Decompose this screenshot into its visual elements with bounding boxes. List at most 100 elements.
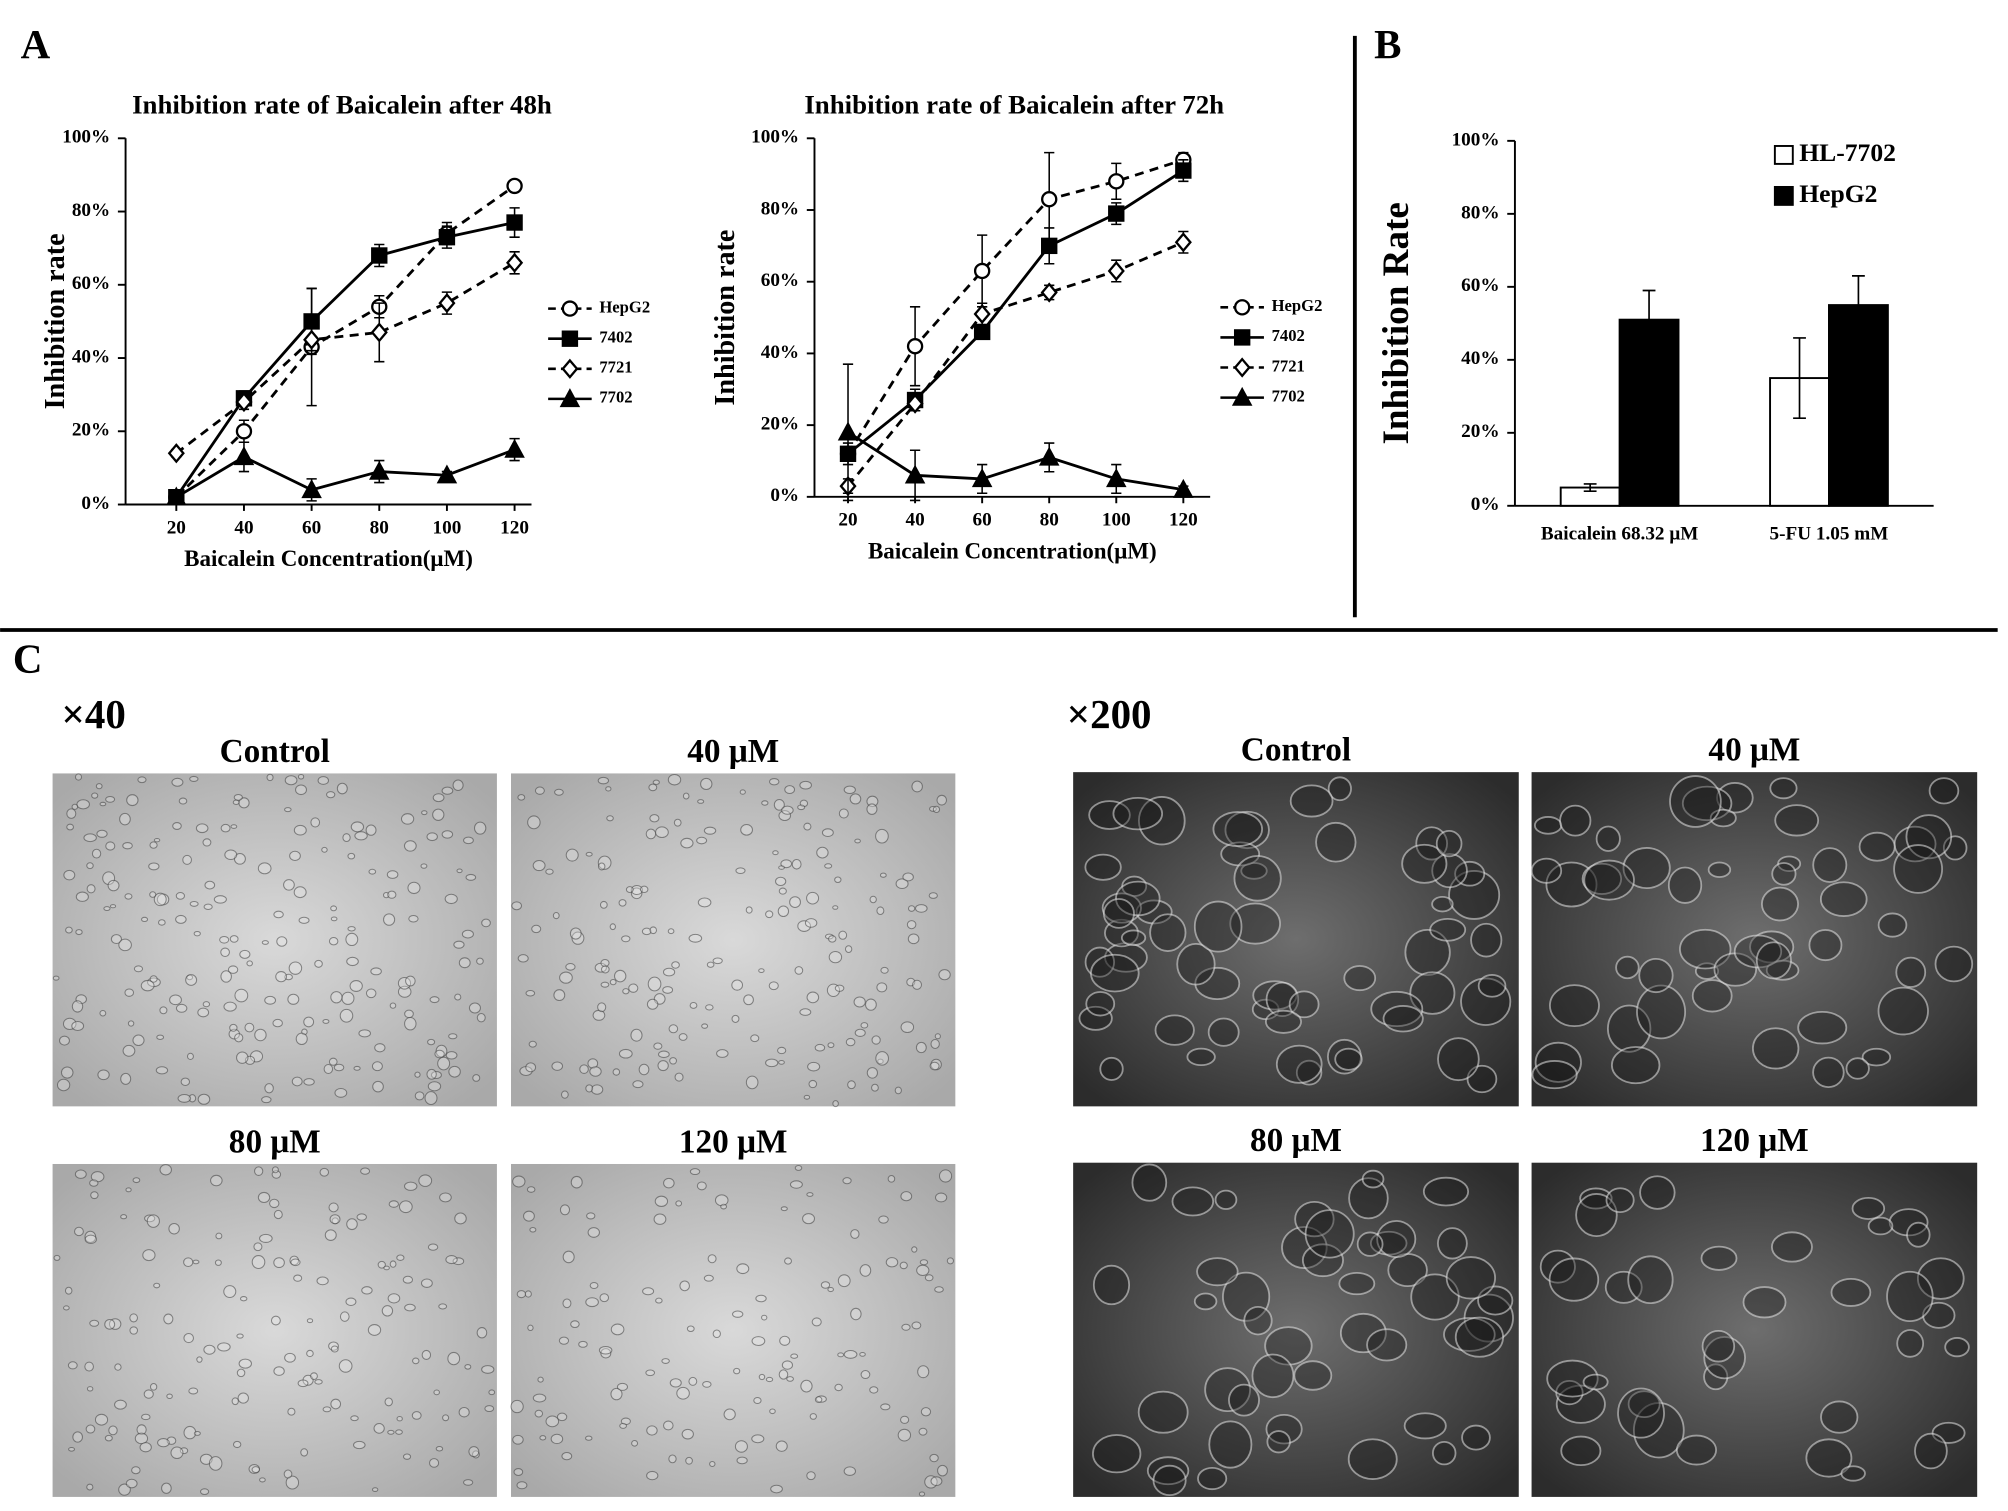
cell [1092, 1434, 1142, 1474]
cell [528, 1040, 537, 1048]
cell [110, 934, 122, 945]
cell [791, 858, 802, 870]
cell [915, 1041, 927, 1054]
legend-label: 7402 [1272, 326, 1305, 345]
cell [610, 1323, 625, 1336]
cell [780, 1206, 788, 1212]
cell [778, 1369, 789, 1380]
cell [58, 1035, 70, 1046]
cell [606, 815, 614, 822]
cell [259, 1233, 273, 1243]
cell [254, 1166, 264, 1176]
cell [1906, 1221, 1931, 1248]
cell [653, 1042, 663, 1050]
cell [1861, 1047, 1892, 1067]
cell [1845, 1057, 1870, 1080]
cell [838, 808, 849, 819]
cell [621, 935, 631, 943]
cell [72, 1431, 83, 1443]
cell [838, 930, 848, 940]
cell [648, 783, 658, 792]
cell [182, 854, 192, 865]
y-tick-label: 60% [761, 270, 799, 291]
cell [820, 1281, 831, 1289]
cell [175, 892, 186, 900]
cell [234, 988, 249, 1003]
cell [264, 995, 277, 1005]
x-tick-label: 20 [167, 517, 186, 538]
cell [1582, 1373, 1609, 1391]
cell [654, 1195, 669, 1207]
cell [276, 936, 288, 947]
cell [189, 775, 199, 782]
cell [605, 786, 612, 792]
micrograph [52, 773, 497, 1107]
panel-label: C [13, 636, 43, 682]
cell [826, 983, 841, 998]
cell [899, 1261, 908, 1270]
cell [153, 1282, 161, 1289]
cell [421, 810, 428, 816]
cell [389, 1002, 397, 1009]
cell [597, 776, 610, 785]
cell [404, 1303, 416, 1312]
cell [842, 1177, 852, 1185]
marker [1233, 299, 1251, 316]
cell [346, 1218, 358, 1231]
cell [161, 1482, 172, 1494]
cell [613, 969, 627, 983]
cell [387, 1429, 395, 1435]
cell [404, 1181, 418, 1191]
cell [770, 1484, 783, 1494]
image-caption: 40 μM [1708, 732, 1800, 769]
cell [597, 855, 612, 870]
legend-label: 7702 [599, 388, 632, 407]
cell [108, 1318, 122, 1330]
cell [622, 988, 630, 995]
cell [452, 1257, 465, 1266]
cell [402, 1453, 412, 1460]
cell [1240, 862, 1268, 880]
cell [714, 1194, 729, 1207]
cell [404, 1009, 414, 1019]
cell [1812, 847, 1848, 883]
cell [1138, 796, 1186, 846]
x-tick-label: 40 [905, 510, 924, 531]
cell [231, 1397, 239, 1406]
cell [864, 998, 877, 1011]
cell [155, 1066, 169, 1075]
cell [556, 1412, 568, 1422]
marker [303, 313, 320, 330]
cell [875, 828, 889, 844]
cell [132, 1034, 145, 1046]
cell [99, 1010, 107, 1017]
cell [350, 821, 365, 833]
legend-label: 7402 [599, 328, 632, 347]
cell [321, 846, 328, 853]
cell [679, 1280, 690, 1292]
cell [275, 971, 288, 983]
cell [237, 1392, 249, 1404]
marker [1175, 162, 1192, 179]
cell [806, 1192, 814, 1197]
cell [1928, 777, 1960, 805]
cell [1534, 1041, 1582, 1083]
cell [271, 1166, 279, 1174]
y-tick-label: 40% [1461, 348, 1499, 369]
cell [157, 919, 166, 926]
cell [1922, 1301, 1956, 1329]
cell [751, 1336, 766, 1347]
cell [463, 1479, 474, 1486]
cell [1581, 862, 1623, 895]
cell [414, 1071, 421, 1078]
y-tick-label: 100% [62, 127, 110, 148]
cell [1691, 979, 1733, 1013]
cell [85, 1424, 96, 1434]
cell [253, 1242, 263, 1252]
cell [808, 1079, 818, 1089]
cell [1243, 1305, 1273, 1336]
cell [834, 876, 842, 883]
cell [149, 891, 157, 898]
cell [108, 1425, 118, 1436]
y-axis-label: Inhibition Rate [1376, 202, 1417, 444]
